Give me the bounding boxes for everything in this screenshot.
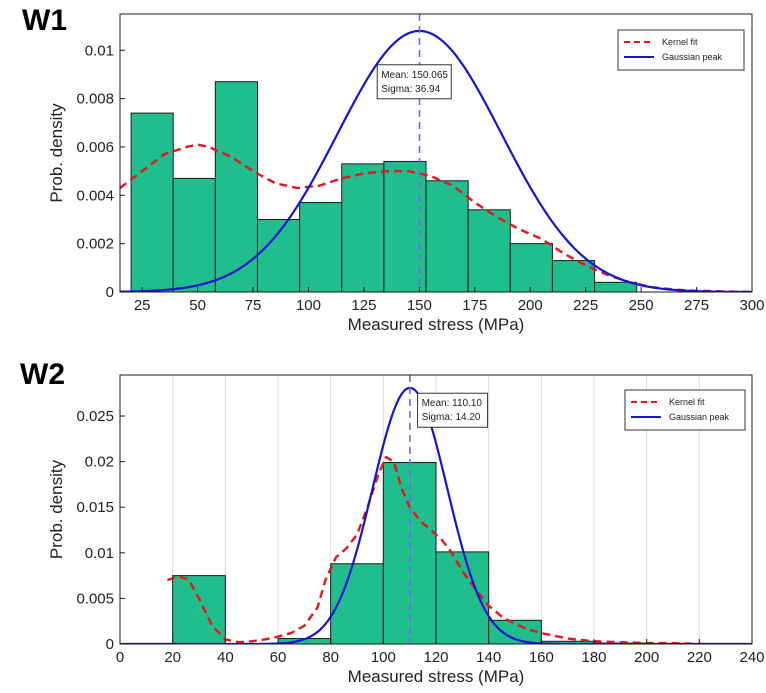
x-tick-label: 240: [739, 649, 764, 666]
histogram-bar: [130, 112, 174, 292]
axes-frame: [119, 13, 753, 293]
x-tick-label: 175: [462, 297, 487, 314]
y-tick-label: 0.004: [76, 187, 114, 204]
histogram-bar: [341, 163, 385, 292]
legend: Kernel fit Gaussian peak: [624, 389, 746, 431]
x-tick-label: 20: [164, 649, 181, 666]
x-tick-label: 180: [581, 649, 606, 666]
x-tick-label: 200: [518, 297, 543, 314]
legend: Kernel fit Gaussian peak: [617, 29, 745, 71]
gaussian-curve: [120, 29, 752, 292]
x-tick-label: 40: [217, 649, 234, 666]
histogram-bar: [509, 243, 553, 292]
histogram-bar: [551, 260, 596, 292]
histogram-bar: [330, 563, 384, 644]
ticks: 0 20 40 60 80 100 120 140 160 180 200 220 240 0 0.005 0…: [76, 408, 764, 666]
histogram-bar: [299, 202, 343, 292]
legend-label: Gaussian peak: [662, 52, 723, 62]
x-tick-label: 220: [687, 649, 712, 666]
histogram-bar: [425, 180, 469, 292]
histogram: [172, 462, 648, 644]
histogram-bar: [488, 619, 542, 644]
curves: [120, 386, 752, 644]
ticks: 25 50 75 100 125 150 175 200 225 250 275 300 0 0.002 0…: [76, 42, 764, 314]
stats-annotation: Mean: 110.10 Sigma: 14.20: [417, 392, 489, 428]
y-axis-title: Prob. density: [47, 103, 66, 203]
x-tick-label: 100: [371, 649, 396, 666]
x-tick-label: 100: [296, 297, 321, 314]
x-tick-label: 300: [739, 297, 764, 314]
x-tick-label: 250: [629, 297, 654, 314]
y-tick-label: 0.025: [76, 408, 114, 425]
y-tick-label: 0.015: [76, 499, 114, 516]
annotation-box: [376, 64, 452, 100]
y-tick-label: 0.008: [76, 91, 114, 108]
x-tick-label: 75: [245, 297, 262, 314]
curves: [120, 29, 752, 292]
legend-label: Kernel fit: [662, 37, 698, 47]
y-tick-label: 0.02: [85, 454, 114, 471]
annotation-text: Sigma: 14.20: [422, 412, 481, 423]
x-tick-label: 50: [189, 297, 206, 314]
stats-annotation: Mean: 150.065 Sigma: 36.94: [376, 64, 452, 100]
histogram: [130, 81, 638, 292]
x-tick-label: 60: [270, 649, 287, 666]
y-tick-label: 0.01: [85, 42, 114, 59]
x-axis-title: Measured stress (MPa): [348, 315, 525, 334]
y-tick-label: 0.005: [76, 590, 114, 607]
x-tick-label: 120: [423, 649, 448, 666]
x-axis-title: Measured stress (MPa): [348, 667, 525, 686]
histogram-bar: [172, 177, 216, 292]
gaussian-curve: [120, 386, 752, 644]
annotation-text: Sigma: 36.94: [381, 84, 440, 95]
x-tick-label: 0: [116, 649, 124, 666]
histogram-bar: [594, 281, 638, 292]
chart-panel-2: W2 Mean: 110.10 Sigma: 14.20 0 20 40 60 80 100 12…: [20, 358, 765, 686]
x-tick-label: 80: [322, 649, 339, 666]
y-tick-label: 0.002: [76, 236, 114, 253]
chart-panel-1: W1 Mean: 150.065 Sigma: 36.94 25 50 75 100 125 1…: [22, 4, 765, 334]
x-tick-label: 275: [684, 297, 709, 314]
legend-label: Kernel fit: [669, 397, 705, 407]
histogram-bar: [382, 462, 437, 644]
legend-box: [624, 389, 746, 431]
histogram-bar: [435, 551, 490, 644]
y-tick-label: 0.01: [85, 545, 114, 562]
panel-label: W2: [20, 358, 65, 391]
y-tick-label: 0: [106, 636, 114, 653]
y-tick-label: 0.006: [76, 139, 114, 156]
annotation-box: [417, 392, 489, 428]
x-tick-label: 140: [476, 649, 501, 666]
kernel-fit-curve: [167, 455, 705, 644]
histogram-bar: [467, 209, 511, 292]
annotation-text: Mean: 150.065: [381, 70, 448, 81]
annotation-text: Mean: 110.10: [422, 398, 483, 409]
y-tick-label: 0: [106, 284, 114, 301]
panel-label: W1: [22, 4, 67, 37]
x-tick-label: 25: [134, 297, 151, 314]
histogram-bar: [214, 81, 258, 292]
x-tick-label: 200: [634, 649, 659, 666]
x-tick-label: 160: [529, 649, 554, 666]
histogram-bar: [256, 218, 301, 292]
y-axis-title: Prob. density: [47, 459, 66, 559]
legend-box: [617, 29, 745, 71]
histogram-bar: [172, 575, 226, 644]
x-tick-label: 125: [351, 297, 376, 314]
x-tick-label: 225: [573, 297, 598, 314]
x-tick-label: 150: [407, 297, 432, 314]
legend-label: Gaussian peak: [669, 412, 730, 422]
